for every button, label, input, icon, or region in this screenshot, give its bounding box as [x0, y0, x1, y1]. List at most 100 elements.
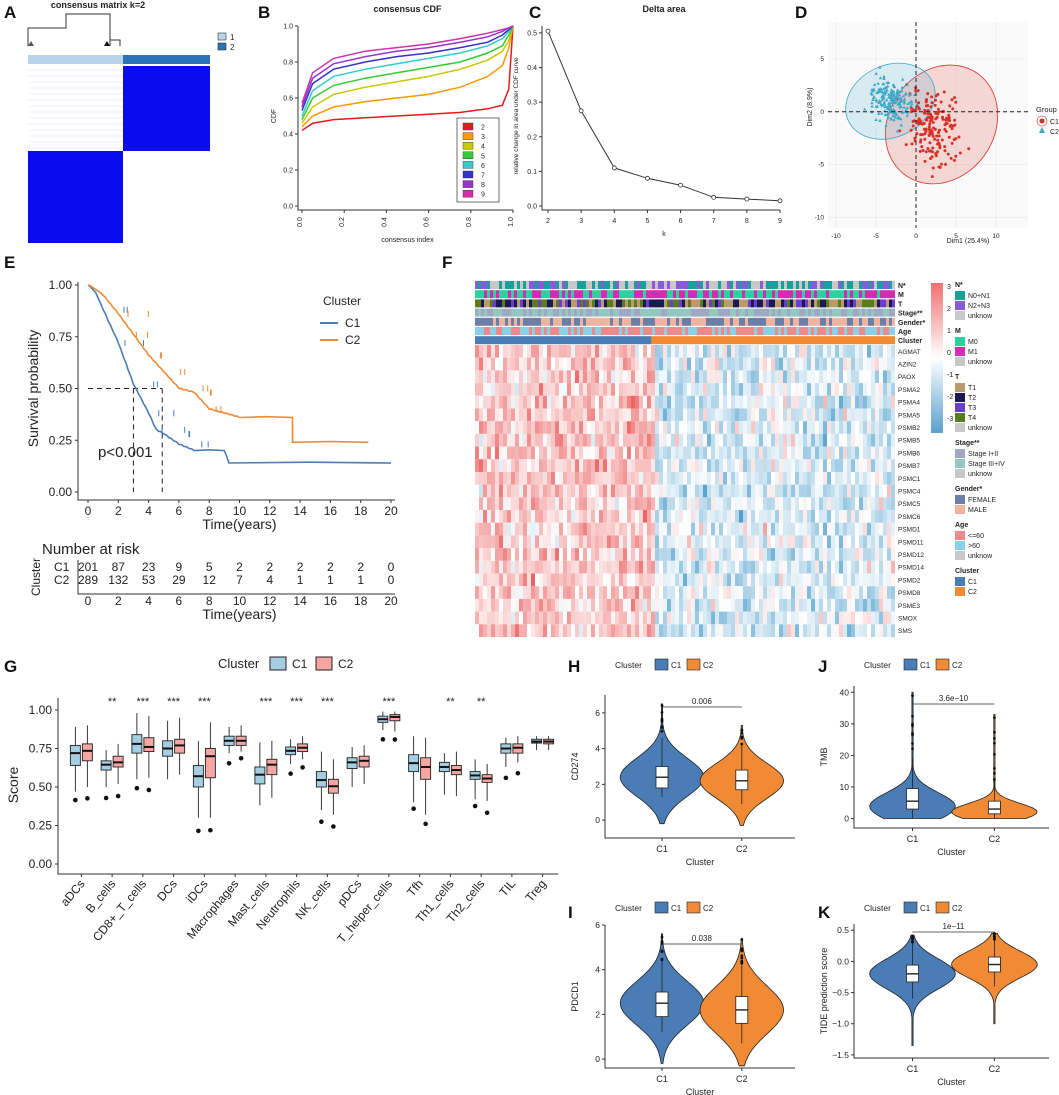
f-heat-cell [883, 522, 887, 536]
f-heat-cell [623, 471, 627, 485]
f-heat-cell [663, 446, 667, 460]
f-heat-cell [787, 484, 791, 498]
f-annot-cell [520, 308, 523, 317]
f-heat-cell [811, 560, 815, 574]
f-heat-cell [763, 560, 767, 574]
f-heat-cell [823, 421, 827, 434]
f-annot-cell [811, 290, 814, 299]
f-heat-cell [571, 408, 575, 422]
c-point-k8 [744, 196, 750, 202]
d-point-c2 [871, 89, 875, 93]
f-heat-cell [531, 446, 535, 460]
f-annot-cell [733, 317, 736, 326]
f-heat-cell [719, 535, 723, 549]
f-heat-cell [475, 421, 479, 434]
f-heat-cell [747, 383, 751, 396]
f-heat-cell [891, 459, 895, 472]
f-heat-cell [719, 370, 723, 384]
f-heat-cell [831, 433, 835, 447]
f-heat-cell [831, 370, 835, 384]
f-heat-cell [623, 421, 627, 434]
f-annot-cell [511, 290, 514, 299]
f-heat-cell [479, 573, 483, 587]
f-heat-cell [651, 497, 655, 511]
f-heat-cell [655, 433, 659, 447]
f-heat-cell [507, 624, 511, 637]
f-heat-cell [675, 383, 679, 396]
f-heat-cell [879, 433, 883, 447]
f-annot-cell [784, 290, 787, 299]
f-heat-cell [603, 408, 607, 422]
f-heat-cell [827, 433, 831, 447]
j-outlier-C1 [911, 724, 914, 728]
f-annot-cell [763, 281, 766, 289]
f-heat-cell [595, 421, 599, 434]
f-heat-cell [703, 598, 707, 612]
f-heat-cell [715, 497, 719, 511]
f-annot-cell [715, 281, 718, 289]
f-heat-cell [799, 586, 803, 599]
b-xlabel: consensus index [381, 237, 434, 244]
f-heat-cell [543, 370, 547, 384]
f-heat-cell [563, 598, 567, 612]
f-annot-cell [721, 299, 724, 308]
f-heat-cell [483, 624, 487, 637]
f-annot-cell [691, 290, 694, 299]
f-heat-cell [635, 421, 639, 434]
f-heat-cell [615, 624, 619, 637]
f-annot-cell [631, 317, 634, 326]
f-heat-cell [623, 598, 627, 612]
f-heat-cell [511, 522, 515, 536]
f-annot-cell [778, 299, 781, 308]
f-heat-cell [527, 484, 531, 498]
f-heat-cell [519, 433, 523, 447]
f-heat-cell [507, 395, 511, 409]
f-heat-cell [775, 395, 779, 409]
b-line-k6 [301, 25, 514, 117]
f-heat-cell [619, 408, 623, 422]
f-heat-cell [707, 560, 711, 574]
f-heat-cell [587, 611, 591, 625]
f-annot-cell [544, 299, 547, 308]
e-risk-xtick-label: 10 [233, 594, 247, 608]
h-ytick-label: 2 [595, 779, 600, 789]
f-heat-cell [715, 535, 719, 549]
f-heat-cell [495, 395, 499, 409]
f-heat-cell [831, 624, 835, 637]
f-heat-cell [767, 395, 771, 409]
f-heat-cell [751, 459, 755, 472]
f-heat-cell [627, 357, 631, 371]
f-heat-cell [671, 357, 675, 371]
f-heat-cell [811, 598, 815, 612]
f-heat-cell [571, 433, 575, 447]
f-heat-cell [531, 548, 535, 561]
f-heat-cell [599, 408, 603, 422]
f-annot-cell [889, 299, 892, 308]
f-heat-cell [807, 573, 811, 587]
f-annot-cell [649, 299, 652, 308]
f-annot-cell [505, 308, 508, 317]
f-heat-cell [803, 535, 807, 549]
f-heat-cell [803, 560, 807, 574]
f-annot-cell [547, 290, 550, 299]
f-heat-cell [511, 446, 515, 460]
f-annot-cell [781, 327, 784, 335]
f-annot-cell [664, 299, 667, 308]
f-heat-cell [515, 370, 519, 384]
f-annot-cell [616, 281, 619, 289]
f-heat-cell [659, 383, 663, 396]
f-annot-cell [610, 308, 613, 317]
f-heat-cell [687, 573, 691, 587]
f-heat-cell [503, 598, 507, 612]
f-heat-cell [563, 624, 567, 637]
f-heat-cell [763, 624, 767, 637]
f-heat-cell [799, 598, 803, 612]
g-box-C2 [81, 743, 93, 762]
f-heat-cell [619, 522, 623, 536]
d-xtick-label: -5 [873, 233, 879, 240]
f-heat-cell [803, 446, 807, 460]
f-heat-cell [879, 446, 883, 460]
f-heat-cell [791, 560, 795, 574]
f-heat-cell [643, 471, 647, 485]
f-heat-cell [475, 573, 479, 587]
